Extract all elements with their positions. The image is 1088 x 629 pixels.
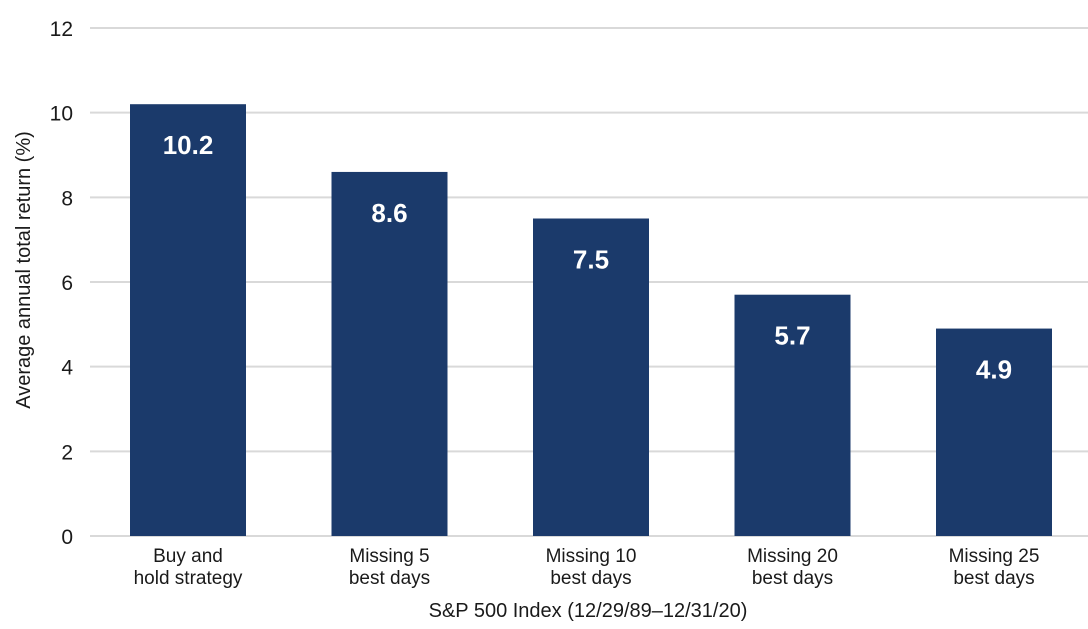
bar <box>936 328 1052 536</box>
bar <box>533 218 649 536</box>
y-tick-label: 0 <box>61 526 73 549</box>
y-axis-title: Average annual total return (%) <box>13 131 35 409</box>
y-tick-label: 10 <box>50 103 73 126</box>
y-tick-label: 12 <box>50 18 73 41</box>
x-category-label: Missing 10 best days <box>546 546 637 589</box>
y-tick-label: 4 <box>61 357 73 380</box>
x-axis-categories: Buy and hold strategy Missing 5 best days Mi… <box>134 546 1040 589</box>
x-category-label: Missing 25 best days <box>949 546 1040 589</box>
x-category-label: Missing 20 best days <box>747 546 838 589</box>
x-category-label: Buy and hold strategy <box>134 546 243 589</box>
y-tick-label: 8 <box>61 187 73 210</box>
y-tick-label: 2 <box>61 441 73 464</box>
bar <box>734 294 851 536</box>
x-axis-title: S&P 500 Index (12/29/89–12/31/20) <box>429 600 748 622</box>
bars <box>130 104 1052 536</box>
y-tick-label: 6 <box>61 272 73 295</box>
data-labels: 10.2 8.6 7.5 5.7 4.9 <box>163 130 1012 384</box>
data-label: 7.5 <box>573 245 609 275</box>
data-label: 8.6 <box>371 198 407 228</box>
data-label: 5.7 <box>774 321 810 351</box>
x-category-label: Missing 5 best days <box>349 546 430 589</box>
bar <box>331 171 448 536</box>
data-label: 4.9 <box>976 355 1012 385</box>
bar <box>130 104 246 536</box>
y-axis-ticks: 0 2 4 6 8 10 12 <box>50 18 74 549</box>
data-label: 10.2 <box>163 130 214 160</box>
